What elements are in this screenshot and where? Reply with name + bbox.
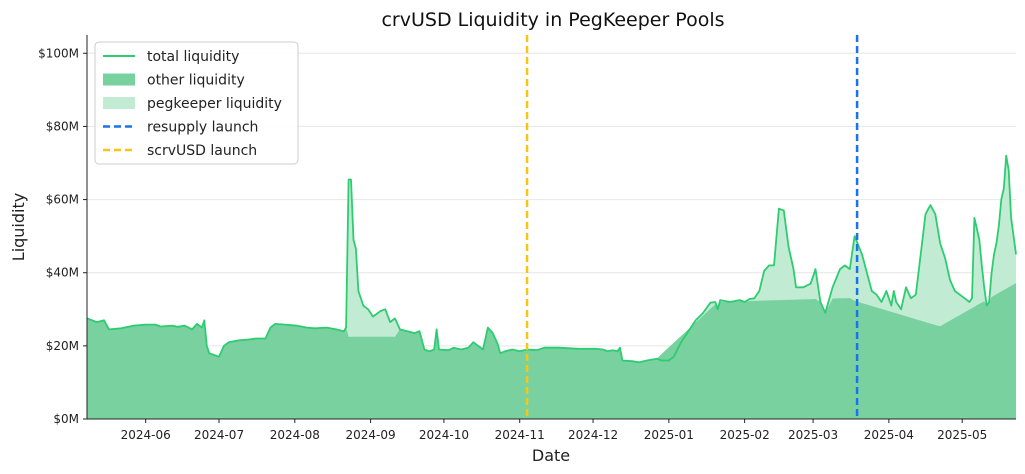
x-tick-label: 2025-05	[937, 428, 987, 442]
chart-legend: total liquidity other liquidity pegkeeper …	[94, 41, 299, 165]
x-axis-label: Date	[532, 446, 570, 465]
y-tick-label: $20M	[46, 339, 79, 353]
y-tick-label: $40M	[46, 266, 79, 280]
y-tick-label: $100M	[38, 46, 79, 60]
x-tick-label: 2024-06	[121, 428, 171, 442]
chart-title: crvUSD Liquidity in PegKeeper Pools	[381, 9, 724, 31]
x-ticks: 2024-06 2024-07 2024-08 2024-09 2024-10 2024-…	[121, 419, 987, 442]
legend-label-total: total liquidity	[147, 49, 239, 65]
y-tick-label: $60M	[46, 193, 79, 207]
x-tick-label: 2024-12	[568, 428, 618, 442]
x-tick-label: 2025-04	[864, 428, 914, 442]
other-liquidity-area	[87, 283, 1016, 419]
y-tick-label: $0M	[53, 412, 79, 426]
x-tick-label: 2025-03	[788, 428, 838, 442]
legend-swatch-other	[103, 73, 135, 86]
legend-label-other: other liquidity	[147, 73, 245, 89]
legend-swatch-pegkeeper	[103, 97, 135, 109]
x-tick-label: 2024-08	[270, 428, 320, 442]
legend-frame	[94, 41, 299, 165]
x-tick-label: 2025-01	[644, 428, 694, 442]
legend-label-pegkeeper: pegkeeper liquidity	[147, 96, 282, 112]
x-tick-label: 2024-09	[346, 428, 396, 442]
x-tick-label: 2025-02	[720, 428, 770, 442]
y-axis-label: Liquidity	[9, 193, 28, 261]
area-layer	[87, 155, 1016, 419]
x-tick-label: 2024-10	[419, 428, 469, 442]
y-tick-label: $80M	[46, 119, 79, 133]
total-liquidity-line	[86, 154, 1017, 364]
legend-label-scrvusd: scrvUSD launch	[147, 143, 257, 159]
legend-label-resupply: resupply launch	[147, 120, 258, 136]
y-ticks: $0M $20M $40M $60M $80M $100M	[38, 46, 87, 426]
axes-layer	[86, 35, 1016, 420]
x-tick-label: 2024-11	[495, 428, 545, 442]
vline-layer	[525, 35, 859, 419]
line-layer	[86, 154, 1017, 364]
x-tick-label: 2024-07	[194, 428, 244, 442]
